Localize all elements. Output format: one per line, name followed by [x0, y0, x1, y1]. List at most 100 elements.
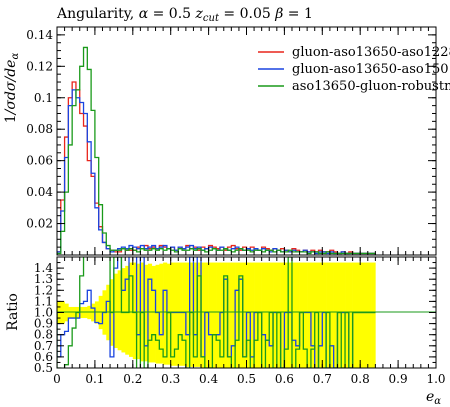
band-bin — [212, 262, 217, 368]
uncertainty-band — [57, 262, 376, 368]
band-bin — [337, 262, 342, 368]
x-tick-label: 0.8 — [351, 372, 370, 386]
band-bin — [163, 262, 168, 365]
band-bin — [189, 262, 194, 367]
band-bin — [166, 263, 171, 365]
y-tick-label: 0.08 — [26, 122, 53, 136]
legend-label-1: gluon-aso13650-aso15015-pt20 — [292, 62, 450, 77]
band-bin — [295, 262, 300, 368]
band-bin — [269, 262, 274, 368]
ratio-panel: 0.50.60.70.80.91.01.11.21.31.40 0.1 0.2 0.3… — [34, 256, 446, 386]
band-bin — [246, 262, 251, 368]
band-bin — [125, 265, 130, 355]
band-bin — [363, 262, 369, 368]
band-bin — [303, 262, 308, 368]
band-bin — [310, 262, 316, 368]
band-bin — [307, 262, 312, 368]
x-axis-label: eα — [426, 389, 441, 407]
band-bin — [326, 262, 331, 368]
band-bin — [276, 262, 281, 368]
x-tick-label: 0.3 — [161, 372, 180, 386]
band-bin — [250, 262, 255, 368]
ratio-tick-label: 1.2 — [34, 283, 53, 297]
band-bin — [159, 263, 164, 364]
band-bin — [273, 262, 278, 368]
band-bin — [318, 262, 323, 368]
band-bin — [322, 262, 327, 368]
ratio-tick-label: 1.4 — [34, 261, 53, 275]
band-bin — [291, 262, 297, 368]
band-bin — [254, 262, 259, 368]
legend: gluon-aso13650-aso12285-pt20 gluon-aso136… — [258, 45, 450, 94]
x-tick-label: 0.4 — [199, 372, 218, 386]
x-tick-label: 0.2 — [123, 372, 142, 386]
band-bin — [182, 262, 187, 366]
y-tick-label: 0.02 — [26, 217, 53, 231]
y-tick-label: 0.14 — [26, 28, 53, 42]
band-bin — [113, 273, 118, 349]
y-tick-label: 0.1 — [34, 91, 53, 105]
y-tick-label: 0.06 — [26, 154, 53, 168]
band-bin — [345, 262, 350, 368]
ratio-axis-label: Ratio — [5, 293, 21, 331]
band-bin — [204, 262, 209, 368]
band-bin — [299, 262, 304, 368]
ratio-line-1 — [57, 257, 376, 368]
y-tick-label: 0.12 — [26, 59, 53, 73]
band-bin — [151, 265, 156, 363]
x-tick-label: 0.6 — [275, 372, 294, 386]
band-bin — [242, 262, 247, 368]
ratio-tick-label: 1.3 — [34, 272, 53, 286]
ratio-tick-label: 0.6 — [34, 350, 53, 364]
band-bin — [238, 262, 244, 368]
band-bin — [121, 268, 126, 353]
band-bin — [185, 262, 190, 367]
x-tick-label: 0 — [53, 372, 61, 386]
ratio-tick-label: 0.8 — [34, 328, 53, 342]
band-bin — [219, 262, 225, 368]
band-bin — [174, 262, 179, 366]
y-axis-label: 1/σdσ/deα — [3, 53, 21, 124]
band-bin — [348, 262, 353, 368]
band-bin — [329, 262, 334, 368]
band-bin — [352, 262, 357, 368]
x-tick-label: 0.1 — [85, 372, 104, 386]
band-bin — [314, 262, 319, 368]
x-tick-label: 0.7 — [313, 372, 332, 386]
band-bin — [280, 262, 285, 368]
band-bin — [227, 262, 232, 368]
band-bin — [235, 262, 240, 368]
chart-title: Angularity, α = 0.5 zcut = 0.05 β = 1 — [56, 6, 313, 24]
ratio-tick-label: 0.9 — [34, 317, 53, 331]
band-bin — [265, 262, 270, 368]
x-tick-label: 1.0 — [426, 372, 445, 386]
band-bin — [197, 262, 202, 367]
ratio-tick-label: 1.0 — [34, 306, 53, 320]
band-bin — [144, 264, 149, 362]
band-bin — [341, 262, 346, 368]
band-bin — [208, 262, 213, 368]
y-tick-label: 0.04 — [26, 185, 53, 199]
band-bin — [117, 270, 122, 351]
legend-label-0: gluon-aso13650-aso12285-pt20 — [292, 45, 450, 60]
x-tick-label: 0.5 — [237, 372, 256, 386]
band-bin — [201, 262, 206, 368]
band-bin — [147, 263, 153, 363]
band-bin — [367, 262, 372, 368]
ratio-tick-label: 0.7 — [34, 339, 53, 353]
band-bin — [223, 262, 228, 368]
band-bin — [231, 262, 236, 368]
x-tick-label: 0.9 — [389, 372, 408, 386]
band-bin — [193, 262, 198, 367]
band-bin — [155, 264, 160, 364]
main-ticks: 0.02 0.04 0.06 0.08 0.1 0.12 0.14 — [26, 27, 437, 255]
band-bin — [216, 262, 221, 368]
band-bin — [371, 262, 376, 368]
band-bin — [261, 262, 266, 368]
band-bin — [356, 262, 361, 368]
ratio-tick-label: 1.1 — [34, 294, 53, 308]
band-bin — [170, 262, 175, 366]
band-bin — [257, 262, 262, 368]
ratio-ticks: 0.50.60.70.80.91.01.11.21.31.40 0.1 0.2 0.3… — [34, 257, 446, 386]
